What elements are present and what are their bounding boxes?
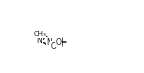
Text: N: N xyxy=(47,38,52,47)
Text: N: N xyxy=(38,33,44,42)
Text: N: N xyxy=(37,36,42,45)
Text: O: O xyxy=(55,38,61,47)
Text: CH₃: CH₃ xyxy=(33,31,46,37)
Text: O: O xyxy=(51,42,57,51)
